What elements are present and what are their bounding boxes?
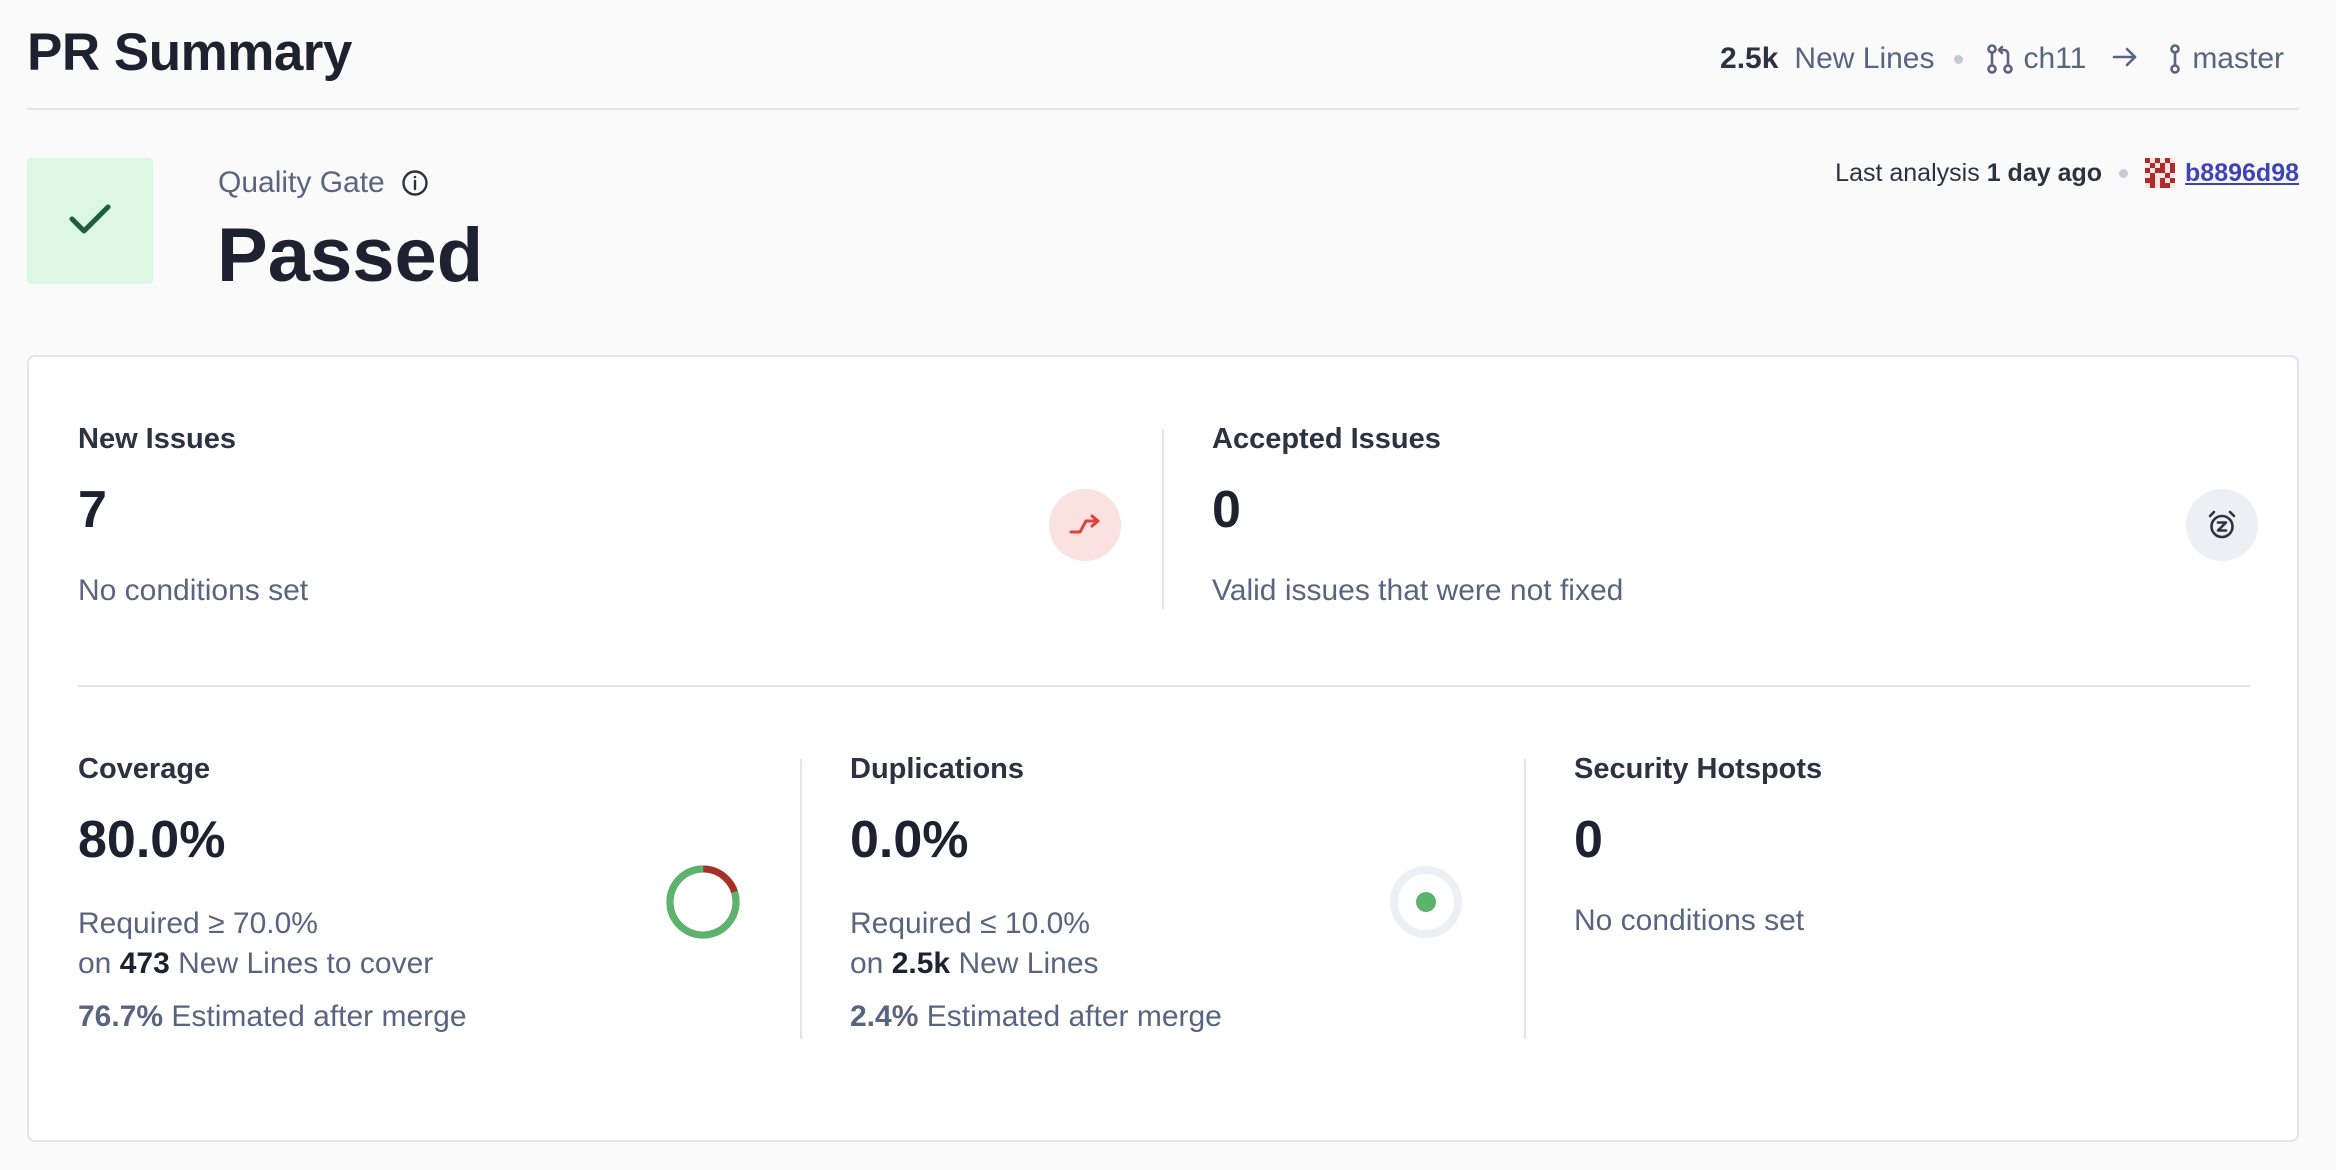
column-divider bbox=[800, 759, 802, 1039]
coverage-required: Required ≥ 70.0% bbox=[78, 907, 318, 940]
last-analysis-info: Last analysis 1 day ago b8896d98 bbox=[1835, 158, 2299, 188]
info-icon[interactable] bbox=[401, 169, 429, 197]
new-lines-count: 2.5k bbox=[1720, 42, 1779, 75]
duplications-title: Duplications bbox=[850, 753, 1025, 785]
security-hotspots-subtitle: No conditions set bbox=[1574, 904, 1805, 937]
quality-gate-status-badge bbox=[27, 158, 153, 284]
pr-meta: 2.5k New Lines ch11 master bbox=[1720, 42, 2284, 76]
coverage-estimated-row: 76.7% Estimated after merge bbox=[78, 1000, 778, 1034]
security-hotspots-title: Security Hotspots bbox=[1574, 753, 1823, 785]
snooze-alarm-icon bbox=[2186, 489, 2258, 561]
duplications-lines-label: New Lines bbox=[958, 947, 1099, 980]
coverage-on-label: on bbox=[78, 947, 112, 980]
coverage-donut-icon bbox=[663, 862, 743, 947]
coverage-lines-label: New Lines to cover bbox=[178, 947, 434, 980]
arrow-right-icon bbox=[2112, 42, 2138, 76]
security-hotspots-metric: Security Hotspots 0 No conditions set bbox=[1574, 753, 2224, 938]
column-divider bbox=[1162, 429, 1164, 609]
new-issues-value[interactable]: 7 bbox=[78, 481, 107, 539]
page-title: PR Summary bbox=[27, 23, 352, 82]
separator-dot bbox=[2119, 168, 2129, 178]
coverage-metric: Coverage 80.0% Required ≥ 70.0% on 473 N… bbox=[78, 753, 778, 1034]
quality-gate-label-row: Quality Gate bbox=[218, 166, 429, 200]
separator-dot bbox=[1954, 54, 1964, 64]
quality-gate-status: Passed bbox=[217, 213, 484, 298]
accepted-issues-title: Accepted Issues bbox=[1212, 423, 1441, 455]
last-analysis-label: Last analysis bbox=[1835, 158, 1980, 187]
coverage-lines-row: on 473 New Lines to cover bbox=[78, 944, 778, 984]
duplications-lines-count: 2.5k bbox=[891, 947, 951, 980]
duplications-metric: Duplications 0.0% Required ≤ 10.0% on 2.… bbox=[850, 753, 1450, 1034]
coverage-estimated-label: Estimated after merge bbox=[171, 1000, 467, 1033]
new-issues-title: New Issues bbox=[78, 423, 236, 455]
target-branch[interactable]: master bbox=[2192, 42, 2284, 75]
duplications-indicator-icon bbox=[1386, 862, 1466, 947]
last-analysis-time: 1 day ago bbox=[1986, 158, 2103, 187]
new-issues-metric: New Issues 7 No conditions set bbox=[78, 423, 1158, 608]
new-issues-subtitle: No conditions set bbox=[78, 574, 309, 607]
new-lines-label: New Lines bbox=[1794, 42, 1935, 75]
duplications-value[interactable]: 0.0% bbox=[850, 811, 969, 869]
coverage-title: Coverage bbox=[78, 753, 211, 785]
security-hotspots-value[interactable]: 0 bbox=[1574, 811, 1603, 869]
duplications-lines-row: on 2.5k New Lines bbox=[850, 944, 1450, 984]
author-avatar bbox=[2145, 158, 2176, 188]
commit-link[interactable]: b8896d98 bbox=[2185, 158, 2299, 187]
column-divider bbox=[1524, 759, 1526, 1039]
section-divider bbox=[78, 685, 2250, 687]
page-header: PR Summary 2.5k New Lines ch11 master bbox=[27, 0, 2299, 110]
new-issues-trend-icon bbox=[1049, 489, 1121, 561]
source-branch[interactable]: ch11 bbox=[2023, 42, 2087, 75]
duplications-on-label: on bbox=[850, 947, 884, 980]
duplications-estimated-row: 2.4% Estimated after merge bbox=[850, 1000, 1450, 1034]
duplications-estimated-value: 2.4% bbox=[850, 1000, 919, 1033]
accepted-issues-value[interactable]: 0 bbox=[1212, 481, 1241, 539]
check-icon bbox=[68, 201, 112, 242]
pull-request-icon bbox=[1985, 43, 2015, 75]
accepted-issues-subtitle: Valid issues that were not fixed bbox=[1212, 574, 1624, 607]
coverage-value[interactable]: 80.0% bbox=[78, 811, 226, 869]
duplications-estimated-label: Estimated after merge bbox=[926, 1000, 1222, 1033]
accepted-issues-metric: Accepted Issues 0 Valid issues that were… bbox=[1212, 423, 2212, 608]
coverage-lines-count: 473 bbox=[119, 947, 170, 980]
metrics-card: New Issues 7 No conditions set Accepted … bbox=[27, 355, 2299, 1142]
duplications-required: Required ≤ 10.0% bbox=[850, 907, 1090, 940]
branch-icon bbox=[2166, 43, 2184, 75]
quality-gate-label: Quality Gate bbox=[218, 166, 385, 199]
coverage-estimated-value: 76.7% bbox=[78, 1000, 164, 1033]
